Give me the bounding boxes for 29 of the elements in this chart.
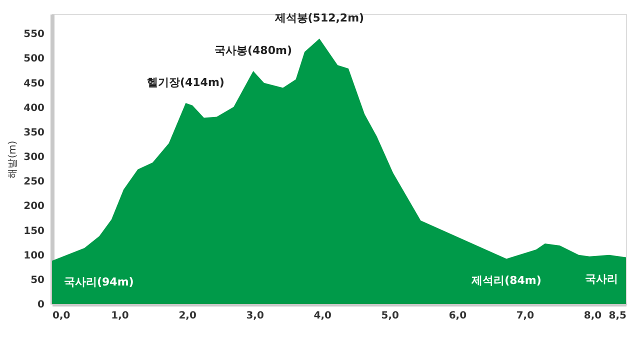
y-tick-label: 450 (24, 78, 45, 90)
y-tick-label: 300 (24, 152, 45, 164)
x-tick-label: 3,0 (246, 310, 264, 322)
y-tick-label: 200 (24, 201, 45, 212)
annotation: 국사봉(480m) (214, 44, 292, 58)
y-tick-label: 0 (38, 300, 45, 310)
x-tick-label: 7,0 (516, 310, 534, 322)
annotation: 국사리(94m) (64, 276, 134, 289)
x-tick-label: 6,0 (448, 310, 467, 322)
y-tick-label: 350 (24, 127, 45, 138)
annotation: 제석리(84m) (470, 274, 542, 287)
annotation: 국사리 (585, 272, 618, 286)
y-axis-title: 해발(m) (8, 140, 19, 178)
annotation: 헬기장(414m) (146, 76, 224, 89)
y-tick-label: 500 (24, 54, 45, 65)
y-tick-label: 250 (24, 176, 45, 188)
annotation: 제석봉(512,2m) (274, 12, 364, 25)
x-tick-label: 5,0 (381, 310, 400, 322)
y-tick-label: 100 (24, 250, 45, 262)
x-tick-label: 8,5 (608, 310, 627, 322)
x-tick-label: 0,0 (52, 310, 70, 322)
x-tick-label: 2,0 (178, 310, 196, 322)
y-tick-label: 150 (24, 226, 45, 237)
y-tick-label: 400 (24, 102, 45, 114)
y-tick-label: 50 (30, 274, 45, 286)
x-tick-label: 1,0 (111, 310, 129, 322)
x-tick-label: 4,0 (314, 310, 332, 322)
y-tick-label: 550 (24, 29, 45, 40)
x-tick-label: 8,0 (584, 310, 602, 322)
